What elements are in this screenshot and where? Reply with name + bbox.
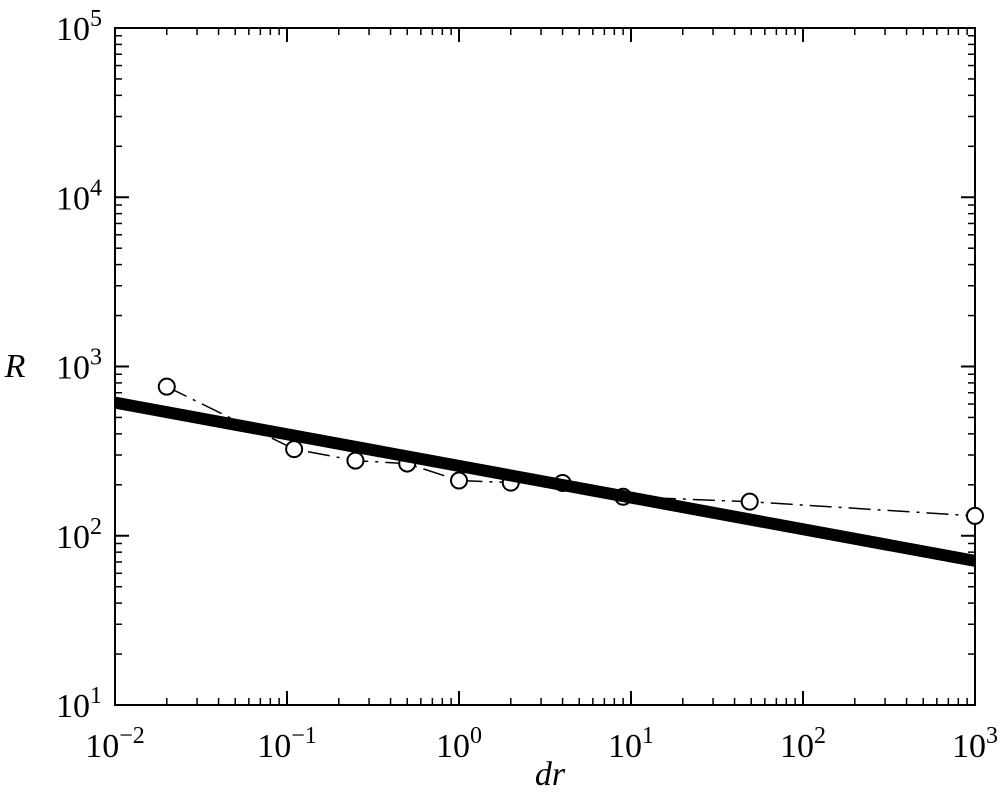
x-tick-label: 10−2 <box>85 723 145 765</box>
y-tick-label: 101 <box>56 683 102 725</box>
fit-line <box>113 396 977 567</box>
data-point <box>346 451 365 470</box>
data-point <box>450 471 468 490</box>
x-axis-label: dr <box>535 756 566 793</box>
data-point <box>157 377 176 396</box>
y-tick-label: 103 <box>56 345 102 387</box>
x-tick-label: 10−1 <box>257 723 317 765</box>
x-tick-label: 103 <box>952 723 998 765</box>
y-tick-label: 105 <box>56 6 102 48</box>
y-tick-label: 102 <box>56 514 102 556</box>
data-point <box>285 440 304 459</box>
data-line <box>166 386 976 517</box>
plot-frame <box>114 27 976 706</box>
x-tick-label: 100 <box>436 723 482 765</box>
y-tick-label: 104 <box>56 175 102 217</box>
x-tick-label: 101 <box>608 723 654 765</box>
x-tick-label: 102 <box>780 723 826 765</box>
y-axis-label: R <box>4 348 26 385</box>
data-point <box>966 506 984 525</box>
data-point <box>740 492 759 511</box>
